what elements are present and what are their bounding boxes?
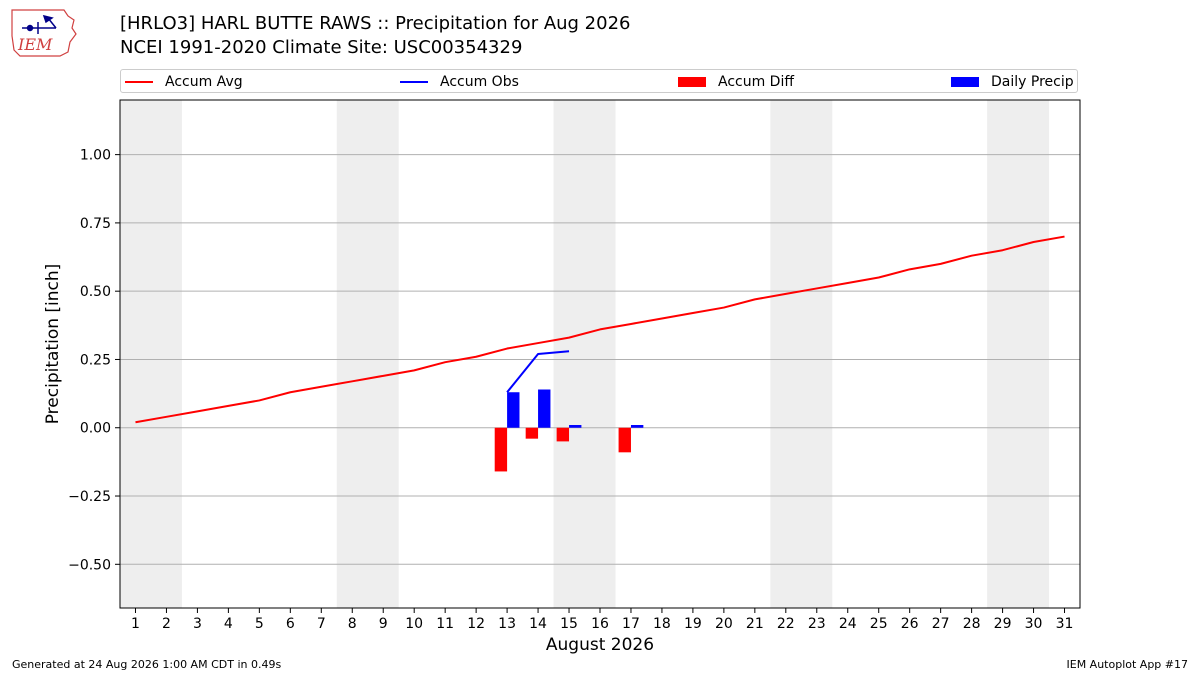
legend-swatch-accum-obs xyxy=(400,81,428,83)
daily-precip-bar xyxy=(630,425,644,428)
x-tick-label: 13 xyxy=(498,616,516,632)
accum-diff-bar xyxy=(556,427,570,442)
x-tick-label: 14 xyxy=(529,616,547,632)
weather-station-icon xyxy=(22,14,57,34)
legend-swatch-accum-diff xyxy=(678,77,706,87)
x-tick-label: 22 xyxy=(777,616,795,632)
legend-item-daily-precip: Daily Precip xyxy=(951,73,1074,91)
x-tick-label: 10 xyxy=(405,616,423,632)
accum-avg-line xyxy=(135,235,1065,424)
x-tick-label: 23 xyxy=(808,616,826,632)
legend-item-accum-diff: Accum Diff xyxy=(678,73,794,91)
x-tick-label: 26 xyxy=(901,616,919,632)
x-tick-label: 25 xyxy=(870,616,888,632)
legend-label-accum-avg: Accum Avg xyxy=(165,74,243,90)
x-tick-label: 30 xyxy=(1025,616,1043,632)
legend-label-accum-diff: Accum Diff xyxy=(718,74,795,90)
daily-precip-bar xyxy=(569,425,582,428)
legend-swatch-daily-precip xyxy=(951,77,979,87)
y-tick-label: −0.50 xyxy=(68,557,111,573)
x-tick-label: 12 xyxy=(467,616,485,632)
x-tick-label: 21 xyxy=(746,616,764,632)
x-tick-label: 17 xyxy=(622,616,640,632)
x-tick-label: 1 xyxy=(131,616,140,632)
x-tick-label: 11 xyxy=(436,616,454,632)
iowa-state-outline xyxy=(11,9,77,57)
legend-label-daily-precip: Daily Precip xyxy=(991,74,1074,90)
x-tick-label: 28 xyxy=(963,616,981,632)
x-tick-label: 31 xyxy=(1056,616,1074,632)
x-tick-label: 7 xyxy=(317,616,326,632)
legend-swatch-accum-avg xyxy=(125,81,153,83)
x-tick-label: 18 xyxy=(653,616,671,632)
x-tick-label: 5 xyxy=(255,616,264,632)
accum-obs-line xyxy=(506,350,570,393)
weekend-shade-band xyxy=(336,100,399,608)
x-tick-label: 16 xyxy=(591,616,609,632)
accum-diff-bar xyxy=(494,427,508,472)
y-tick-label: 0.00 xyxy=(80,421,111,437)
plot-frame xyxy=(119,99,1081,609)
legend-item-accum-avg: Accum Avg xyxy=(125,73,243,91)
y-tick-label: −0.25 xyxy=(68,489,111,505)
weekend-shade-band xyxy=(987,100,1050,608)
weekend-shade-band xyxy=(120,100,182,608)
x-tick-label: 27 xyxy=(932,616,950,632)
y-tick-label: 1.00 xyxy=(80,148,111,164)
accum-diff-bar xyxy=(618,427,631,453)
x-tick-label: 8 xyxy=(348,616,357,632)
x-axis-label: August 2026 xyxy=(546,635,654,655)
x-tick-label: 15 xyxy=(560,616,578,632)
chart-legend: Accum Avg Accum Obs Accum Diff Daily Pre… xyxy=(120,69,1078,93)
x-tick-label: 20 xyxy=(715,616,733,632)
y-axis-label: Precipitation [inch] xyxy=(43,264,63,425)
daily-precip-bar xyxy=(538,389,551,428)
accum-diff-bar xyxy=(525,427,539,439)
y-tick-label: 0.25 xyxy=(80,352,111,368)
x-tick-label: 9 xyxy=(379,616,388,632)
legend-item-accum-obs: Accum Obs xyxy=(400,73,519,91)
weekend-shade-band xyxy=(553,100,616,608)
chart-subtitle: NCEI 1991-2020 Climate Site: USC00354329 xyxy=(120,37,523,58)
iem-logo-text: IEM xyxy=(17,35,53,54)
x-tick-label: 6 xyxy=(286,616,295,632)
x-tick-label: 4 xyxy=(224,616,233,632)
footer-app-text: IEM Autoplot App #17 xyxy=(1066,658,1189,671)
legend-label-accum-obs: Accum Obs xyxy=(440,74,519,90)
chart-title: [HRLO3] HARL BUTTE RAWS :: Precipitation… xyxy=(120,13,631,34)
x-tick-label: 19 xyxy=(684,616,702,632)
x-tick-label: 24 xyxy=(839,616,857,632)
daily-precip-bar xyxy=(507,392,520,428)
y-tick-label: 0.50 xyxy=(80,284,111,300)
footer-generated-text: Generated at 24 Aug 2026 1:00 AM CDT in … xyxy=(12,658,282,671)
y-tick-label: 0.75 xyxy=(80,216,111,232)
x-tick-label: 29 xyxy=(994,616,1012,632)
iem-logo: IEM xyxy=(11,9,77,57)
x-tick-label: 3 xyxy=(193,616,202,632)
x-tick-label: 2 xyxy=(162,616,171,632)
weekend-shade-band xyxy=(770,100,833,608)
